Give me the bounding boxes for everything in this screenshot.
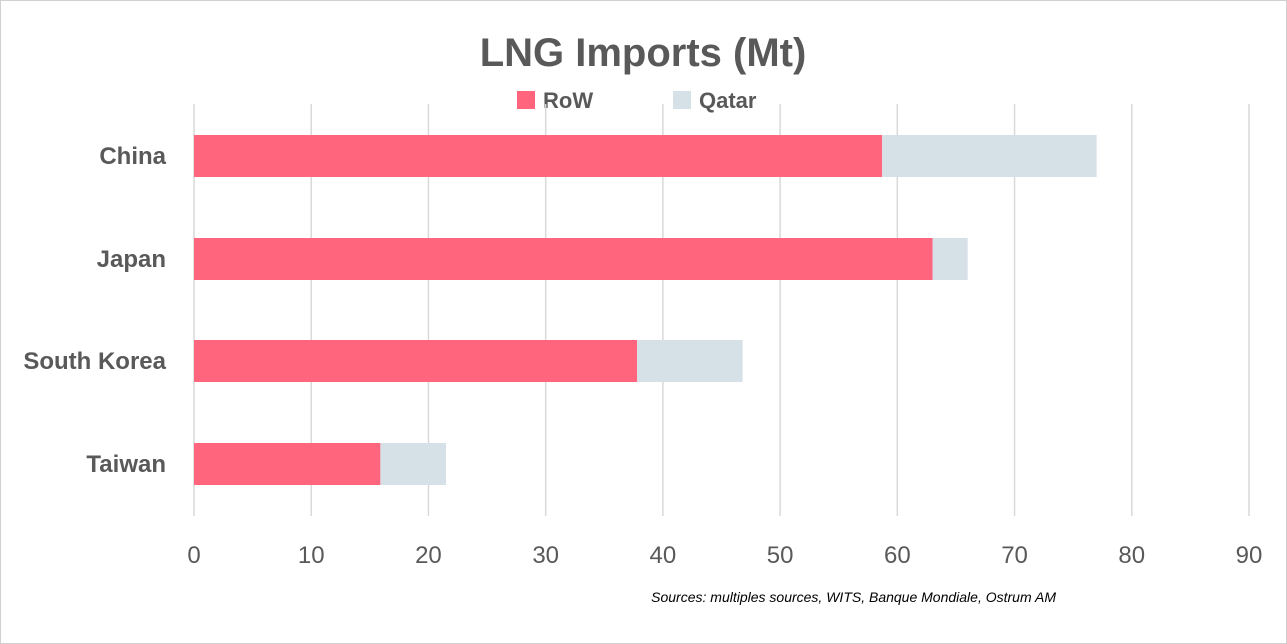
legend-swatch-qatar — [673, 91, 691, 109]
legend-label-qatar: Qatar — [699, 88, 757, 113]
legend-swatch-row — [517, 91, 535, 109]
category-label-south-korea: South Korea — [23, 348, 166, 375]
bar-qatar-taiwan — [380, 443, 447, 485]
x-tick-label-60: 60 — [884, 542, 911, 569]
x-tick-label-80: 80 — [1118, 542, 1145, 569]
bar-qatar-japan — [932, 238, 968, 280]
category-label-china: China — [99, 143, 166, 170]
category-labels: China Japan South Korea Taiwan — [23, 143, 166, 478]
category-label-japan: Japan — [97, 246, 166, 273]
x-tick-label-0: 0 — [187, 542, 200, 569]
x-tick-label-40: 40 — [650, 542, 677, 569]
bar-row-taiwan — [194, 443, 381, 485]
source-note: Sources: multiples sources, WITS, Banque… — [651, 589, 1056, 605]
category-label-taiwan: Taiwan — [86, 451, 166, 478]
x-axis-tick-labels: 0 10 20 30 40 50 60 70 80 90 — [187, 542, 1262, 569]
x-tick-label-50: 50 — [767, 542, 794, 569]
x-tick-label-10: 10 — [298, 542, 325, 569]
legend-label-row: RoW — [543, 88, 593, 113]
bars — [194, 135, 1097, 485]
chart-title: LNG Imports (Mt) — [480, 31, 807, 75]
x-tick-label-70: 70 — [1001, 542, 1028, 569]
legend: RoW Qatar — [517, 88, 757, 113]
bar-qatar-south-korea — [637, 340, 743, 382]
bar-row-china — [194, 135, 883, 177]
bar-row-south-korea — [194, 340, 638, 382]
x-tick-label-30: 30 — [532, 542, 559, 569]
bar-qatar-china — [882, 135, 1097, 177]
x-tick-label-20: 20 — [415, 542, 442, 569]
x-tick-label-90: 90 — [1236, 542, 1263, 569]
bar-row-japan — [194, 238, 933, 280]
